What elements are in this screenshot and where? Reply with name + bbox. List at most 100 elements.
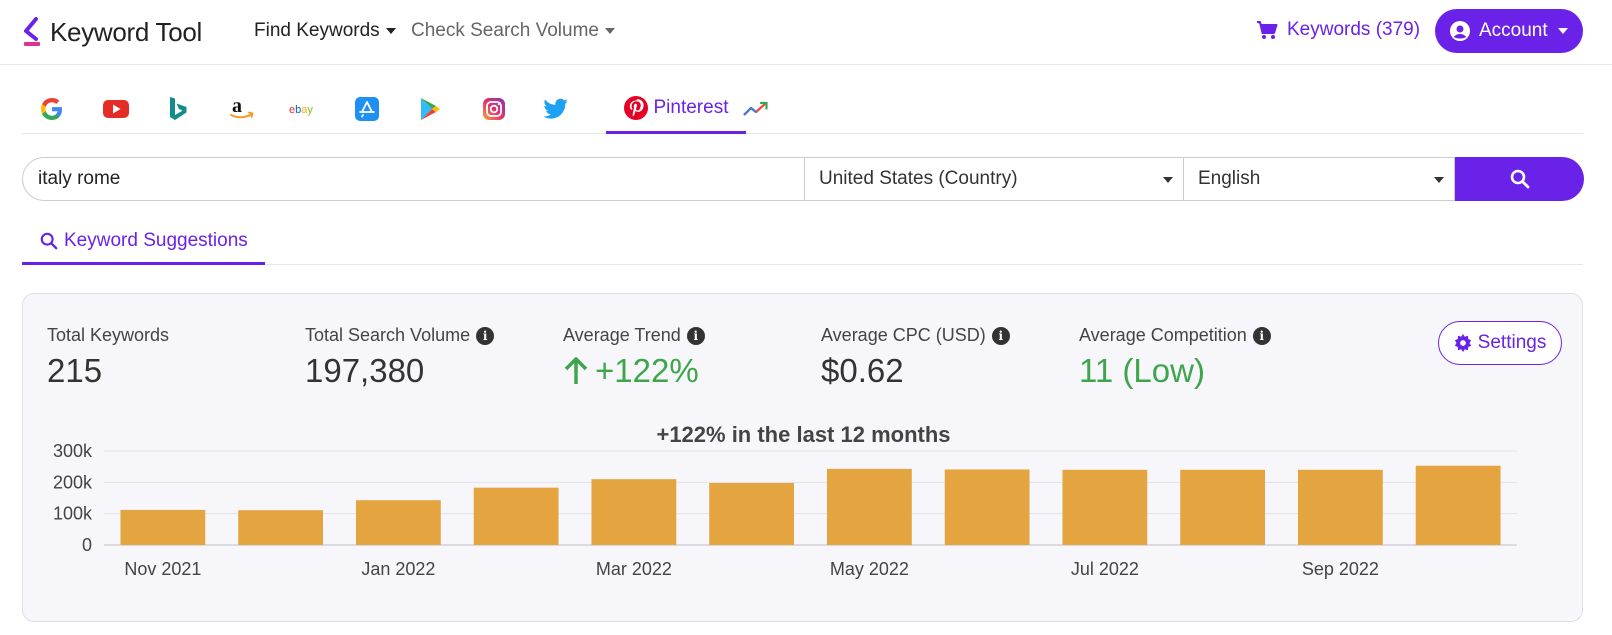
metric-total-search-volume: Total Search Volume i 197,380 bbox=[305, 325, 495, 390]
metric-label: Average Trend bbox=[563, 325, 681, 345]
x-tick-label: May 2022 bbox=[830, 559, 909, 579]
trend-icon bbox=[743, 101, 768, 116]
settings-button[interactable]: Settings bbox=[1438, 321, 1562, 365]
chart-bar bbox=[709, 482, 795, 545]
keyword-search-input[interactable] bbox=[22, 157, 805, 201]
metric-average-cpc: Average CPC (USD) i $0.62 bbox=[821, 325, 1010, 390]
cart-label: Keywords (379) bbox=[1287, 19, 1421, 40]
keywords-cart-link[interactable]: Keywords (379) bbox=[1256, 19, 1420, 41]
gear-icon bbox=[1454, 334, 1471, 352]
x-tick-label: Sep 2022 bbox=[1302, 559, 1379, 579]
tab-bing[interactable] bbox=[156, 84, 200, 134]
tab-play-store[interactable] bbox=[408, 84, 452, 134]
keyword-suggestions-label: Keyword Suggestions bbox=[64, 230, 248, 251]
x-tick-label: Mar 2022 bbox=[596, 559, 672, 579]
logo-icon bbox=[24, 17, 40, 46]
x-tick-label: Jan 2022 bbox=[361, 559, 435, 579]
arrow-up-icon bbox=[564, 357, 588, 384]
check-search-volume-menu[interactable]: Check Search Volume bbox=[411, 20, 615, 42]
youtube-icon bbox=[103, 100, 129, 118]
settings-label: Settings bbox=[1477, 332, 1547, 353]
metric-average-trend: Average Trend i +122% bbox=[563, 325, 705, 390]
check-volume-label: Check Search Volume bbox=[411, 20, 599, 41]
twitter-icon bbox=[543, 98, 568, 119]
summary-card: Total Keywords 215 Total Search Volume i… bbox=[22, 293, 1583, 622]
user-circle-icon bbox=[1450, 21, 1470, 41]
bing-icon bbox=[170, 97, 187, 120]
instagram-icon bbox=[483, 98, 505, 120]
info-icon[interactable]: i bbox=[991, 326, 1010, 345]
chart-bar bbox=[826, 468, 912, 545]
metric-label: Average CPC (USD) bbox=[821, 325, 986, 345]
tab-app-store[interactable] bbox=[345, 84, 389, 134]
x-tick-label: Nov 2021 bbox=[124, 559, 201, 579]
metric-total-keywords: Total Keywords 215 bbox=[47, 325, 169, 390]
results-tabs: Keyword Suggestions bbox=[22, 220, 1583, 265]
caret-down-icon bbox=[605, 28, 615, 34]
metric-label: Average Competition bbox=[1079, 325, 1247, 345]
y-tick-label: 300k bbox=[53, 441, 93, 461]
language-select-value: English bbox=[1198, 168, 1261, 189]
chart-bar bbox=[355, 500, 441, 545]
y-tick-label: 0 bbox=[82, 535, 92, 555]
tab-google[interactable] bbox=[30, 84, 74, 134]
account-label: Account bbox=[1479, 20, 1548, 41]
chart-bar bbox=[591, 479, 677, 545]
google-icon bbox=[41, 98, 62, 120]
y-tick-label: 100k bbox=[53, 504, 93, 524]
tab-pinterest[interactable]: Pinterest bbox=[606, 84, 746, 134]
search-icon bbox=[40, 232, 58, 250]
brand-name: Keyword Tool bbox=[50, 16, 203, 47]
caret-down-icon bbox=[385, 28, 396, 34]
metric-value: 11 (Low) bbox=[1079, 352, 1205, 389]
pinterest-icon bbox=[623, 95, 648, 120]
chart-title: +122% in the last 12 months bbox=[656, 422, 951, 447]
svg-text:ebay: ebay bbox=[289, 104, 313, 116]
chart-bar bbox=[120, 509, 206, 545]
metric-value: $0.62 bbox=[821, 352, 904, 389]
platform-tabs: a ebay bbox=[22, 84, 1583, 134]
country-select[interactable]: United States (Country) bbox=[805, 157, 1184, 201]
search-icon bbox=[1510, 169, 1529, 189]
caret-down-icon bbox=[1557, 28, 1568, 34]
x-tick-label: Jul 2022 bbox=[1071, 559, 1139, 579]
logo[interactable]: Keyword Tool bbox=[22, 14, 202, 50]
metric-value: 215 bbox=[47, 352, 103, 389]
svg-text:a: a bbox=[232, 96, 242, 117]
tab-ebay[interactable]: ebay bbox=[282, 84, 326, 134]
caret-down-icon bbox=[1163, 177, 1173, 183]
play-store-icon bbox=[421, 98, 440, 120]
tab-trends[interactable] bbox=[734, 84, 778, 134]
chart-bar bbox=[944, 469, 1030, 545]
find-keywords-menu[interactable]: Find Keywords bbox=[254, 20, 396, 42]
metric-value: 197,380 bbox=[305, 352, 425, 389]
amazon-icon: a bbox=[230, 96, 254, 119]
app-store-icon bbox=[355, 97, 379, 121]
tab-youtube[interactable] bbox=[94, 84, 138, 134]
info-icon[interactable]: i bbox=[476, 326, 495, 345]
tab-twitter[interactable] bbox=[534, 84, 578, 134]
info-icon[interactable]: i bbox=[686, 326, 705, 345]
tab-instagram[interactable] bbox=[472, 84, 516, 134]
top-navbar: Keyword Tool Find Keywords Check Search … bbox=[0, 0, 1612, 65]
account-button[interactable]: Account bbox=[1435, 9, 1583, 53]
language-select[interactable]: English bbox=[1184, 157, 1455, 201]
info-icon[interactable]: i bbox=[1252, 326, 1271, 345]
chart-bar bbox=[473, 487, 559, 545]
chart-bar bbox=[238, 510, 324, 545]
metric-average-competition: Average Competition i 11 (Low) bbox=[1079, 325, 1271, 390]
pinterest-tab-label: Pinterest bbox=[653, 96, 729, 118]
tab-keyword-suggestions[interactable]: Keyword Suggestions bbox=[22, 220, 265, 265]
tab-amazon[interactable]: a bbox=[220, 84, 264, 134]
country-select-value: United States (Country) bbox=[819, 168, 1018, 189]
chart-bar bbox=[1297, 469, 1383, 545]
chart-bar bbox=[1415, 465, 1501, 545]
search-volume-bar-chart: 0 100k 200k 300k Nov 2021 Jan 2022 Mar 2022 May… bbox=[53, 441, 1517, 579]
metric-value: +122% bbox=[595, 352, 699, 389]
metric-label: Total Keywords bbox=[47, 325, 170, 345]
search-button[interactable] bbox=[1455, 157, 1584, 201]
y-tick-label: 200k bbox=[53, 472, 93, 492]
caret-down-icon bbox=[1434, 177, 1444, 183]
cart-icon bbox=[1257, 21, 1278, 39]
metric-label: Total Search Volume bbox=[305, 325, 471, 345]
